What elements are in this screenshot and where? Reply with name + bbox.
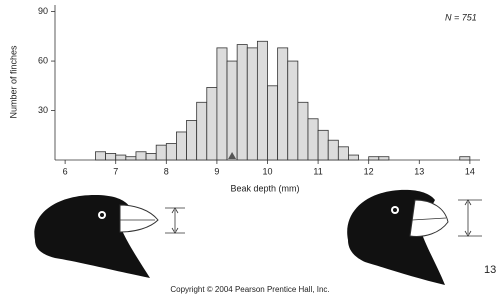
- bar: [227, 61, 237, 160]
- bar: [318, 130, 328, 160]
- y-tick-label: 60: [38, 55, 48, 65]
- sample-size: N = 751: [445, 12, 477, 22]
- bar: [348, 155, 358, 160]
- y-tick-label: 30: [38, 105, 48, 115]
- bar: [379, 157, 389, 160]
- bar: [298, 102, 308, 160]
- x-tick-label: 10: [262, 166, 272, 176]
- bar: [146, 153, 156, 160]
- bar: [187, 120, 197, 160]
- x-tick-label: 6: [63, 166, 68, 176]
- y-tick-label: 90: [38, 6, 48, 16]
- finch-small-beak: [34, 195, 185, 278]
- bar: [197, 102, 207, 160]
- page: N = 751 Number of finches Beak depth (mm…: [0, 0, 502, 296]
- bar: [369, 157, 379, 160]
- x-tick-label: 7: [113, 166, 118, 176]
- bar: [166, 144, 176, 160]
- bar: [126, 157, 136, 160]
- x-axis-label: Beak depth (mm): [230, 183, 299, 193]
- x-tick-label: 12: [364, 166, 374, 176]
- bar: [460, 157, 470, 160]
- bar: [278, 48, 288, 160]
- bar: [106, 153, 116, 160]
- bar: [257, 41, 267, 160]
- x-tick-label: 8: [164, 166, 169, 176]
- x-tick-label: 13: [414, 166, 424, 176]
- bar: [95, 152, 105, 160]
- copyright: Copyright © 2004 Pearson Prentice Hall, …: [170, 285, 329, 294]
- y-axis-label: Number of finches: [8, 45, 18, 119]
- page-number: 13: [484, 264, 496, 276]
- bar: [268, 86, 278, 160]
- bar: [308, 119, 318, 160]
- bar: [338, 147, 348, 160]
- bar: [156, 145, 166, 160]
- bar: [207, 87, 217, 160]
- x-tick-label: 9: [214, 166, 219, 176]
- bar: [288, 61, 298, 160]
- bar: [217, 48, 227, 160]
- finch-large-beak: [347, 190, 482, 285]
- bar: [237, 45, 247, 160]
- x-tick-label: 14: [465, 166, 475, 176]
- x-tick-label: 11: [313, 166, 322, 176]
- bar: [176, 132, 186, 160]
- bar: [116, 155, 126, 160]
- bar: [328, 140, 338, 160]
- bar: [136, 152, 146, 160]
- bar: [247, 48, 257, 160]
